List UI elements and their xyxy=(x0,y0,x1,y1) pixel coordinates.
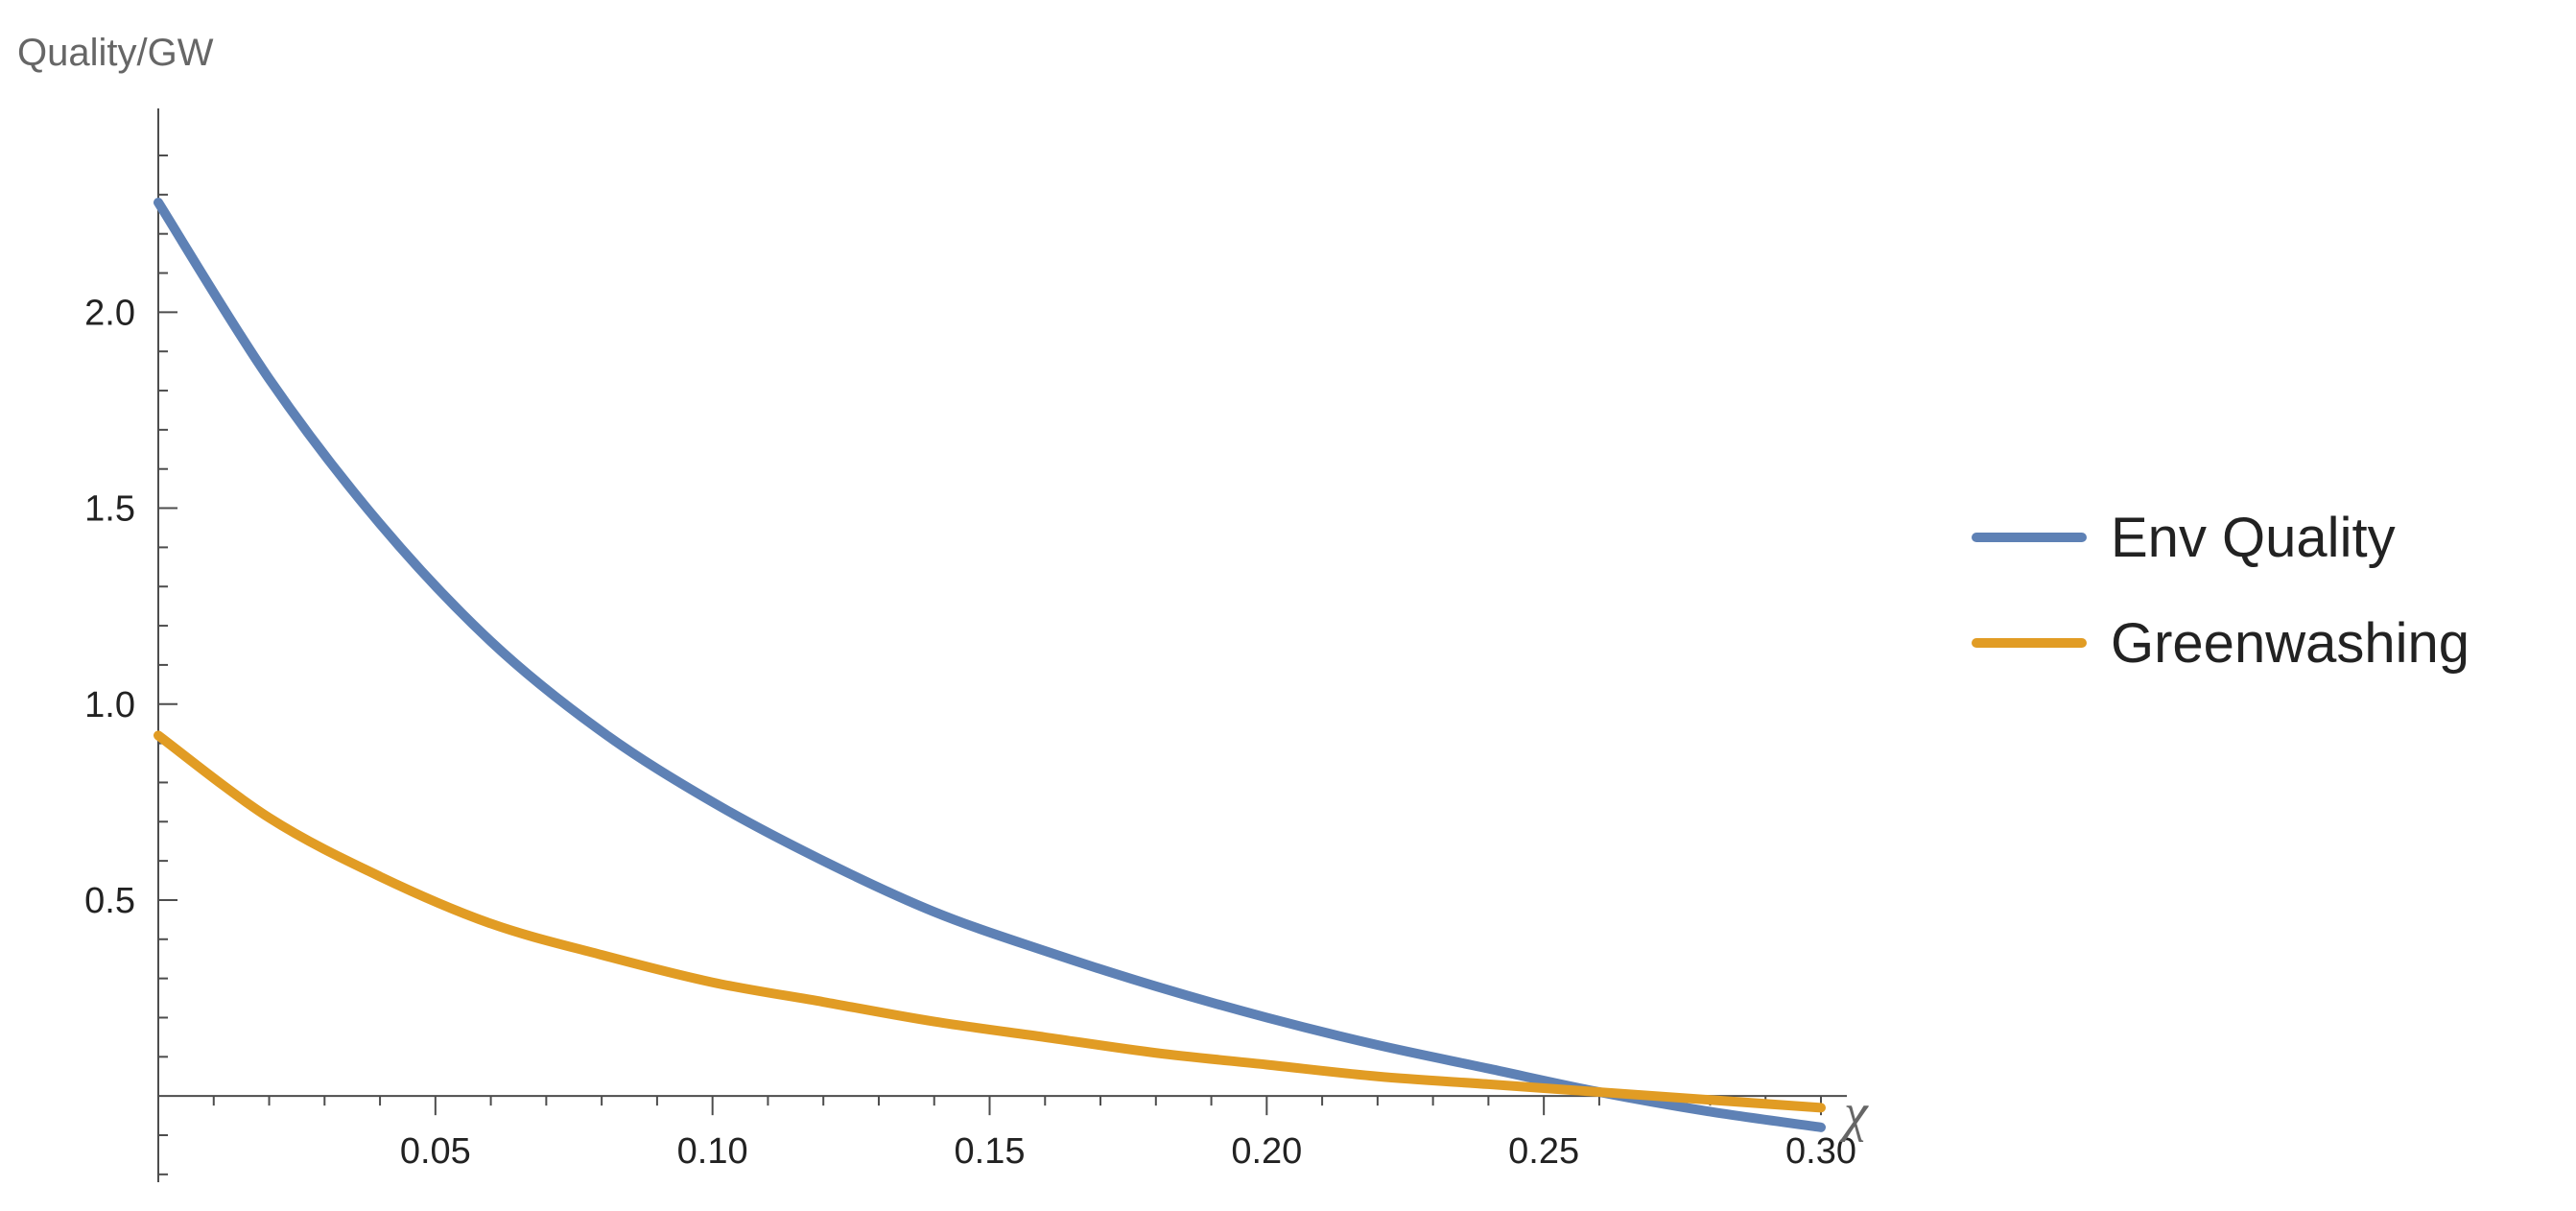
legend-item-env-quality: Env Quality xyxy=(1972,507,2396,569)
y-axis-title: Quality/GW xyxy=(17,32,214,74)
series-line-greenwashing xyxy=(154,730,1826,1113)
x-tick-label: 0.25 xyxy=(1508,1131,1579,1172)
x-tick-label: 0.15 xyxy=(955,1131,1026,1172)
axes: 0.05 0.10 0.15 0.20 0.25 0.30 0.5 1.0 1.5 2.0 xyxy=(84,108,1856,1182)
series-line-env-quality xyxy=(154,198,1826,1132)
x-tick-label: 0.20 xyxy=(1231,1131,1302,1172)
legend-item-greenwashing: Greenwashing xyxy=(1972,612,2470,675)
legend-label: Greenwashing xyxy=(2111,612,2470,675)
legend-label: Env Quality xyxy=(2111,507,2396,569)
y-tick-label: 0.5 xyxy=(84,881,135,921)
x-tick-label: 0.05 xyxy=(400,1131,471,1172)
x-tick-label: 0.10 xyxy=(677,1131,748,1172)
legend: Env Quality Greenwashing xyxy=(1972,507,2470,675)
y-tick-label: 1.5 xyxy=(84,489,135,530)
x-axis-title: χ xyxy=(1839,1083,1869,1143)
series-group xyxy=(154,198,1826,1132)
y-tick-label: 2.0 xyxy=(84,293,135,333)
y-tick-label: 1.0 xyxy=(84,685,135,725)
x-tick-label: 0.30 xyxy=(1785,1131,1856,1172)
